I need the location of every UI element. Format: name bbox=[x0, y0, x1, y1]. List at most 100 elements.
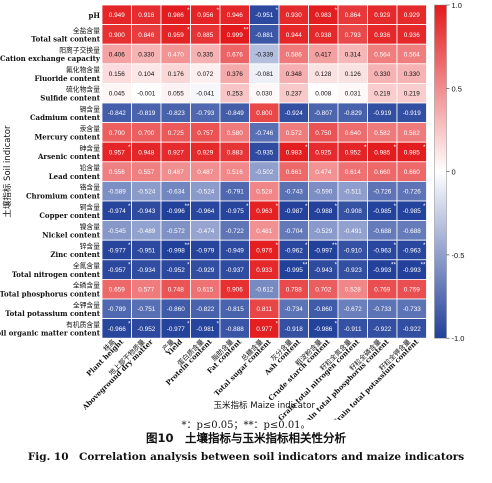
cell-value-label: -0.791 bbox=[226, 189, 245, 196]
correlation-heatmap-figure: 0.949 0.916 0.986*0.956*0.946 -0.951*0.930 0… bbox=[0, 1, 465, 420]
significance-mark: * bbox=[393, 242, 396, 249]
cell-value-label: 0.929 bbox=[374, 12, 390, 19]
row-label-english: Total phosphorus content bbox=[0, 289, 101, 298]
cell-value-label: -0.986 bbox=[314, 326, 333, 333]
row-label-chinese: 全磷含量 bbox=[73, 281, 100, 290]
cell-value-label: -0.962 bbox=[285, 247, 304, 254]
row-label-chinese: 铅含量 bbox=[80, 163, 101, 172]
cell-value-label: 0.748 bbox=[168, 287, 184, 294]
cell-value-label: 0.750 bbox=[315, 130, 331, 137]
row-label-chinese: 有机质含量 bbox=[66, 320, 100, 329]
cell-value-label: 0.253 bbox=[227, 91, 243, 98]
cell-value-label: -0.922 bbox=[403, 326, 422, 333]
cell-value-label: 0.800 bbox=[256, 110, 272, 117]
significance-mark: * bbox=[393, 203, 396, 210]
row-label-english: Zinc content bbox=[50, 250, 100, 259]
cell-value-label: 0.470 bbox=[168, 51, 184, 58]
significance-mark: * bbox=[216, 320, 219, 327]
cell-value-label: -0.964 bbox=[196, 208, 215, 215]
cell-value-label: 0.640 bbox=[345, 130, 361, 137]
significance-mark: * bbox=[128, 144, 131, 151]
cell-value-label: 0.929 bbox=[197, 149, 213, 156]
cell-value-label: 0.219 bbox=[404, 91, 420, 98]
cell-value-label: -0.529 bbox=[314, 228, 333, 235]
row-label-chinese: 阳离子交换量 bbox=[59, 46, 100, 55]
row-label-english: Total potassium content bbox=[5, 309, 101, 318]
significance-mark: * bbox=[128, 262, 131, 269]
cell-value-label: -0.934 bbox=[137, 267, 156, 274]
cell-value-label: -0.572 bbox=[167, 228, 186, 235]
cell-value-label: -0.924 bbox=[285, 110, 304, 117]
cell-value-label: -0.888 bbox=[226, 326, 245, 333]
significance-mark: * bbox=[275, 320, 278, 327]
cell-value-label: -0.793 bbox=[196, 110, 215, 117]
significance-mark: * bbox=[393, 144, 396, 151]
cell-value-label: -0.979 bbox=[196, 247, 215, 254]
cell-value-label: 0.661 bbox=[286, 169, 302, 176]
colorbar-tick-label: 1.0 bbox=[452, 1, 462, 10]
cell-value-label: 0.176 bbox=[168, 71, 184, 78]
cell-value-label: 0.335 bbox=[197, 51, 213, 58]
significance-mark: * bbox=[187, 320, 190, 327]
colorbar-tick-label: -1.0 bbox=[452, 334, 465, 343]
row-label-chinese: 汞含量 bbox=[80, 124, 101, 133]
row-label-chinese: 铬含量 bbox=[80, 183, 101, 192]
cell-value-label: -0.974 bbox=[108, 208, 127, 215]
cell-value-label: -0.081 bbox=[255, 71, 274, 78]
heatmap-cell bbox=[396, 318, 427, 339]
cell-value-label: 0.700 bbox=[109, 130, 125, 137]
significance-mark: ** bbox=[184, 203, 190, 210]
cell-value-label: 0.757 bbox=[197, 130, 213, 137]
cell-value-label: -0.949 bbox=[226, 247, 245, 254]
significance-mark: ** bbox=[243, 26, 249, 33]
cell-value-label: -0.997 bbox=[314, 247, 333, 254]
cell-value-label: -0.688 bbox=[373, 228, 392, 235]
cell-value-label: -0.937 bbox=[226, 267, 245, 274]
significance-mark: * bbox=[275, 7, 278, 14]
cell-value-label: -0.987 bbox=[285, 208, 304, 215]
cell-value-label: -0.849 bbox=[226, 110, 245, 117]
cell-value-label: 0.883 bbox=[227, 149, 243, 156]
cell-value-label: -0.860 bbox=[314, 306, 333, 313]
cell-value-label: 0.927 bbox=[168, 149, 184, 156]
cell-value-label: -0.612 bbox=[255, 287, 274, 294]
cell-value-label: -0.733 bbox=[403, 306, 422, 313]
cell-value-label: -0.952 bbox=[137, 326, 156, 333]
cell-value-label: 0.793 bbox=[345, 32, 361, 39]
cell-value-label: -0.951 bbox=[137, 247, 156, 254]
cell-value-label: -0.951 bbox=[255, 12, 274, 19]
cell-value-label: 0.952 bbox=[345, 149, 361, 156]
cell-value-label: -0.918 bbox=[285, 326, 304, 333]
significance-mark: * bbox=[334, 203, 337, 210]
cell-value-label: -0.733 bbox=[373, 306, 392, 313]
cell-value-label: -0.502 bbox=[255, 169, 274, 176]
cell-value-label: 0.660 bbox=[404, 169, 420, 176]
cell-value-label: -0.491 bbox=[344, 228, 363, 235]
cell-value-label: -0.842 bbox=[108, 110, 127, 117]
row-label-english: Fluoride content bbox=[34, 74, 100, 83]
cell-value-label: 0.128 bbox=[315, 71, 331, 78]
cell-value-label: -0.943 bbox=[314, 267, 333, 274]
cell-value-label: 0.963 bbox=[256, 208, 272, 215]
cell-value-label: -0.911 bbox=[344, 326, 362, 333]
row-label-english: Chromium content bbox=[26, 191, 101, 200]
significance-mark: * bbox=[128, 242, 131, 249]
cell-value-label: -0.995 bbox=[285, 267, 304, 274]
significance-mark: * bbox=[275, 203, 278, 210]
cell-value-label: -0.511 bbox=[344, 189, 362, 196]
cell-value-label: 0.936 bbox=[404, 32, 420, 39]
cell-value-label: 0.126 bbox=[345, 71, 361, 78]
cell-value-label: 0.406 bbox=[109, 51, 125, 58]
colorbar bbox=[434, 4, 447, 339]
cell-value-label: -0.988 bbox=[314, 208, 333, 215]
cell-value-label: -0.993 bbox=[403, 267, 422, 274]
significance-mark: * bbox=[275, 242, 278, 249]
cell-value-label: 0.614 bbox=[345, 169, 361, 176]
significance-mark: ** bbox=[302, 262, 308, 269]
cell-value-label: -0.952 bbox=[167, 267, 186, 274]
significance-mark: * bbox=[216, 7, 219, 14]
cell-value-label: 0.659 bbox=[109, 287, 125, 294]
cell-value-label: 0.330 bbox=[138, 51, 154, 58]
cell-value-label: -0.590 bbox=[314, 189, 333, 196]
cell-value-label: 0.846 bbox=[138, 32, 154, 39]
